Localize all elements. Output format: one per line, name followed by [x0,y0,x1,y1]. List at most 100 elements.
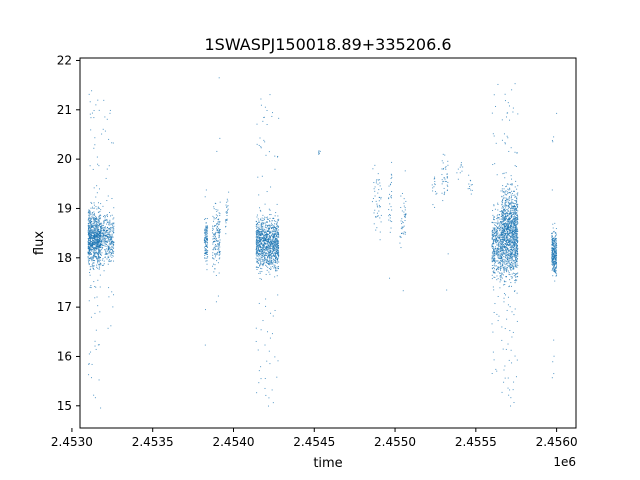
data-point [263,256,265,258]
data-point [108,232,110,234]
data-point [515,279,517,281]
data-point [256,214,258,216]
data-point [219,252,221,254]
data-point [113,244,115,246]
data-point [109,246,111,248]
data-point [553,230,555,232]
data-point [511,241,513,243]
data-point [511,219,513,221]
data-point [447,253,449,255]
data-point [205,237,207,239]
data-point [502,215,504,217]
data-point [206,240,208,242]
data-point [94,251,96,253]
data-point [512,207,514,209]
data-point [263,230,265,232]
data-point [261,256,263,258]
data-point [265,239,267,241]
data-point [511,236,513,238]
data-point [503,245,505,247]
data-point [513,229,515,231]
data-point [260,147,262,149]
data-point [270,252,272,254]
data-point [270,238,272,240]
data-point [98,263,100,265]
data-point [258,194,260,196]
data-point [258,246,260,248]
data-point [204,252,206,254]
data-point [93,247,95,249]
data-point [555,268,557,270]
data-point [104,231,106,233]
data-point [510,175,512,177]
data-point [258,267,260,269]
data-point [261,261,263,263]
data-point [88,363,90,365]
data-point [446,176,448,178]
data-point [275,254,277,256]
data-point [96,218,98,220]
data-point [506,266,508,268]
data-point [88,211,90,213]
data-point [112,241,114,243]
data-point [503,269,505,271]
data-point [390,227,392,229]
data-point [91,227,93,229]
data-point [93,246,95,248]
data-point [554,238,556,240]
data-point [106,221,108,223]
data-point [277,240,279,242]
data-point [505,240,507,242]
data-point [515,212,517,214]
data-point [92,265,94,267]
data-point [502,245,504,247]
data-point [262,229,264,231]
data-point [91,245,93,247]
data-point [507,244,509,246]
data-point [445,166,447,168]
data-point [268,260,270,262]
data-point [93,223,95,225]
data-point [262,244,264,246]
data-point [510,215,512,217]
data-point [501,188,503,190]
data-point [504,223,506,225]
data-point [509,231,511,233]
data-point [206,231,208,233]
data-point [91,246,93,248]
y-tick-label: 18 [57,251,72,265]
data-point [204,238,206,240]
data-point [272,402,274,404]
data-point [265,262,267,264]
data-point [276,376,278,378]
data-point [510,246,512,248]
data-point [110,229,112,231]
data-point [269,237,271,239]
data-point [509,306,511,308]
data-point [554,269,556,271]
data-point [494,238,496,240]
data-point [206,251,208,253]
data-point [275,223,277,225]
data-point [400,247,402,249]
data-point [513,290,515,292]
data-point [261,250,263,252]
data-point [93,239,95,241]
data-point [389,217,391,219]
data-point [88,243,90,245]
data-point [272,258,274,260]
data-point [501,234,503,236]
data-point [92,206,94,208]
data-point [96,224,98,226]
data-point [555,259,557,261]
data-point [554,235,556,237]
data-point [106,168,108,170]
data-point [270,214,272,216]
data-point [514,212,516,214]
data-point [504,328,506,330]
data-point [264,261,266,263]
data-point [510,263,512,265]
data-point [517,192,519,194]
data-point [512,240,514,242]
